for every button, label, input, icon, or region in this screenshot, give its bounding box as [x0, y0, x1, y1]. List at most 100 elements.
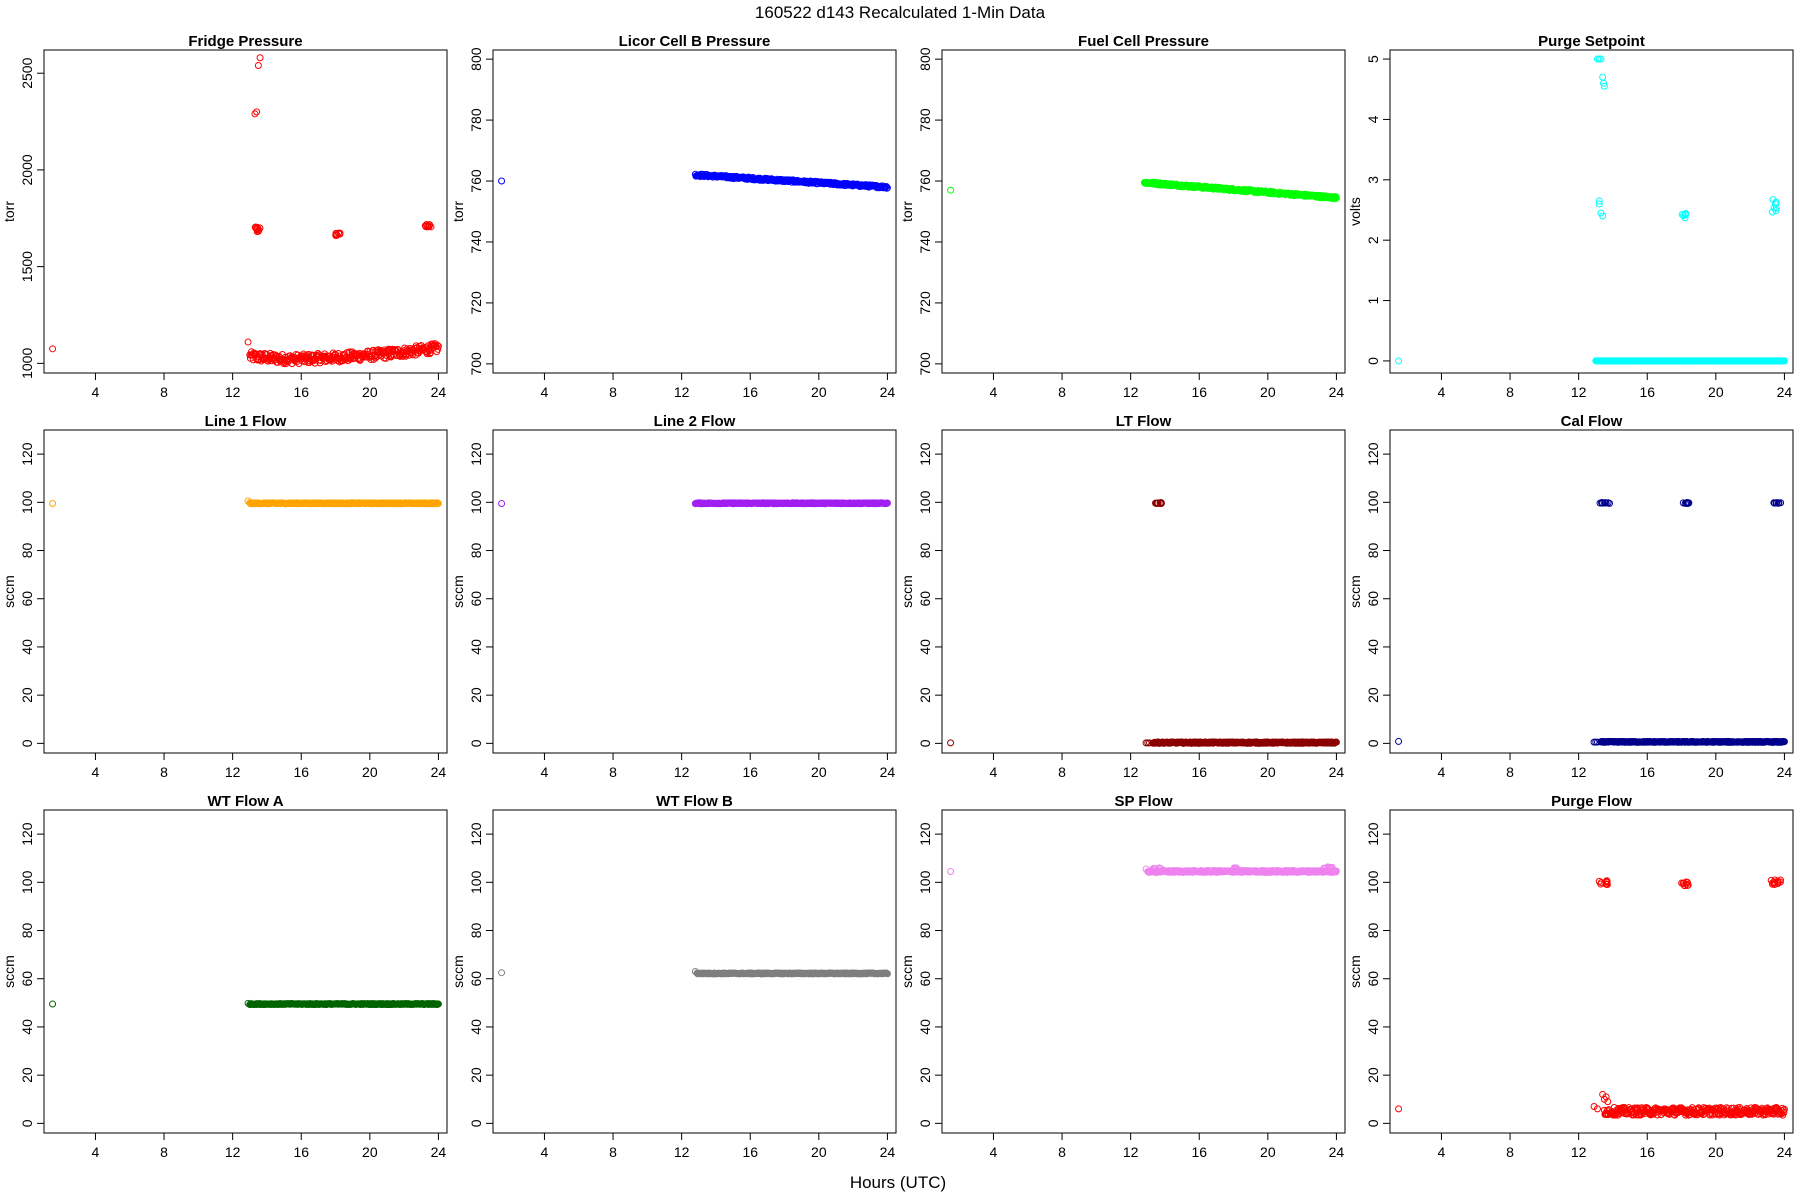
panel-title: Licor Cell B Pressure	[619, 33, 771, 50]
x-tick-label: 20	[811, 1144, 827, 1160]
plot-frame	[43, 809, 448, 1134]
x-tick-label: 12	[1123, 1144, 1139, 1160]
data-point	[883, 184, 891, 192]
data-point	[883, 970, 891, 978]
data-point	[1780, 1109, 1788, 1117]
data-point	[49, 345, 57, 353]
data-point	[1155, 864, 1163, 872]
y-tick-label: 100	[468, 870, 484, 894]
data-point	[434, 1000, 442, 1008]
x-tick-label: 4	[92, 384, 100, 400]
y-tick-label: 100	[19, 490, 35, 514]
x-tick-label: 24	[1777, 384, 1793, 400]
x-tick-label: 8	[609, 764, 617, 780]
y-tick-label: 0	[1365, 357, 1381, 365]
data-point	[1602, 1093, 1610, 1101]
x-tick-label: 12	[225, 1144, 241, 1160]
data-point	[1780, 357, 1788, 365]
y-tick-label: 4	[1365, 115, 1381, 123]
y-tick-label: 720	[917, 291, 933, 315]
data-points	[49, 497, 442, 508]
x-tick-label: 24	[1329, 1144, 1345, 1160]
y-tick-label: 20	[468, 687, 484, 703]
y-axis-label: sccm	[899, 955, 915, 988]
plot-frame	[492, 809, 897, 1134]
y-tick-label: 20	[917, 687, 933, 703]
y-tick-label: 60	[19, 971, 35, 987]
x-tick-label: 12	[1123, 764, 1139, 780]
x-tick-label: 12	[225, 764, 241, 780]
x-tick-label: 12	[225, 384, 241, 400]
y-tick-label: 40	[917, 1019, 933, 1035]
y-tick-label: 80	[468, 923, 484, 939]
data-point	[1772, 207, 1780, 215]
x-tick-label: 16	[1639, 1144, 1655, 1160]
panel-title: Fuel Cell Pressure	[1078, 33, 1209, 50]
plot-frame	[1389, 429, 1794, 754]
y-axis-label: sccm	[1347, 575, 1363, 608]
data-point	[1771, 881, 1779, 889]
data-point	[1332, 194, 1340, 202]
y-tick-label: 1500	[19, 251, 35, 282]
x-tick-label: 16	[1191, 764, 1207, 780]
panel-12: Purge Flow sccm 0 20 40 60 80 100 120 4 8 12 16 20 24	[1347, 793, 1794, 1160]
data-point	[424, 222, 432, 230]
data-point	[883, 499, 891, 507]
y-tick-label: 60	[468, 591, 484, 607]
x-tick-label: 12	[1571, 764, 1587, 780]
data-point	[1395, 737, 1403, 745]
data-point	[253, 108, 261, 116]
x-tick-label: 24	[431, 384, 447, 400]
y-tick-label: 40	[19, 1019, 35, 1035]
y-tick-label: 120	[19, 442, 35, 466]
data-point	[947, 867, 955, 875]
panel-6: Line 2 Flow sccm 0 20 40 60 80 100 120 4 8 12 16 20 24	[450, 413, 897, 780]
data-point	[1603, 880, 1611, 888]
data-point	[1769, 879, 1777, 887]
x-tick-label: 20	[1708, 384, 1724, 400]
data-points	[49, 54, 442, 368]
data-point	[1679, 879, 1687, 887]
data-point	[433, 341, 441, 349]
y-tick-label: 800	[468, 47, 484, 71]
data-point	[244, 338, 252, 346]
data-point	[1774, 880, 1782, 888]
y-tick-label: 80	[468, 543, 484, 559]
x-tick-label: 20	[811, 764, 827, 780]
x-tick-label: 20	[1708, 1144, 1724, 1160]
y-tick-label: 780	[468, 108, 484, 132]
x-tick-label: 20	[362, 1144, 378, 1160]
y-tick-label: 2000	[19, 154, 35, 185]
x-tick-label: 16	[293, 1144, 309, 1160]
y-tick-label: 60	[1365, 971, 1381, 987]
x-tick-label: 8	[1058, 384, 1066, 400]
data-point	[49, 1000, 57, 1008]
panel-10: WT Flow B sccm 0 20 40 60 80 100 120 4 8 12 16 20 24	[450, 793, 897, 1160]
data-points	[49, 999, 442, 1009]
y-axis-label: torr	[899, 201, 915, 222]
y-tick-label: 60	[1365, 591, 1381, 607]
data-point	[1683, 499, 1691, 507]
x-tick-label: 24	[880, 1144, 896, 1160]
data-point	[1328, 863, 1336, 871]
x-tick-label: 4	[990, 1144, 998, 1160]
plot-frame	[941, 49, 1346, 374]
data-point	[1594, 738, 1602, 746]
y-tick-label: 2	[1365, 236, 1381, 244]
data-point	[1772, 204, 1780, 212]
data-point	[1142, 865, 1150, 873]
x-tick-label: 8	[609, 1144, 617, 1160]
y-axis-label: sccm	[450, 575, 466, 608]
x-tick-label: 4	[541, 764, 549, 780]
x-tick-label: 16	[742, 1144, 758, 1160]
x-tick-label: 20	[1708, 764, 1724, 780]
data-point	[1599, 212, 1607, 220]
data-point	[252, 224, 260, 232]
x-tick-label: 16	[742, 764, 758, 780]
y-tick-label: 60	[917, 591, 933, 607]
y-tick-label: 1	[1365, 296, 1381, 304]
data-points	[947, 863, 1340, 876]
x-tick-label: 8	[1506, 384, 1514, 400]
x-tick-label: 12	[1571, 1144, 1587, 1160]
data-point	[498, 177, 506, 185]
